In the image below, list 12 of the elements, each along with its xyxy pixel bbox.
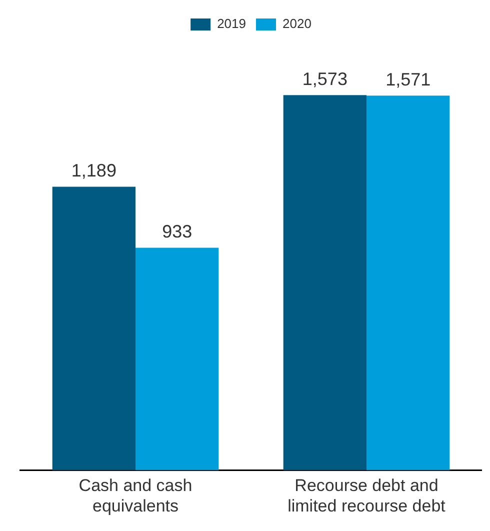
legend-label: 2019: [217, 16, 246, 32]
legend-label: 2020: [282, 16, 312, 32]
bar: [136, 248, 219, 470]
data-label: 1,189: [71, 160, 116, 181]
bar: [283, 95, 366, 470]
data-label: 933: [162, 222, 192, 242]
x-tick-label: Recourse debt and limited recourse debt: [288, 476, 446, 516]
x-tick-label: Cash and cash equivalents: [78, 476, 192, 516]
bar: [52, 186, 136, 470]
data-label: 1,573: [302, 69, 348, 90]
data-label: 1,571: [386, 70, 431, 90]
bar: [366, 96, 450, 470]
